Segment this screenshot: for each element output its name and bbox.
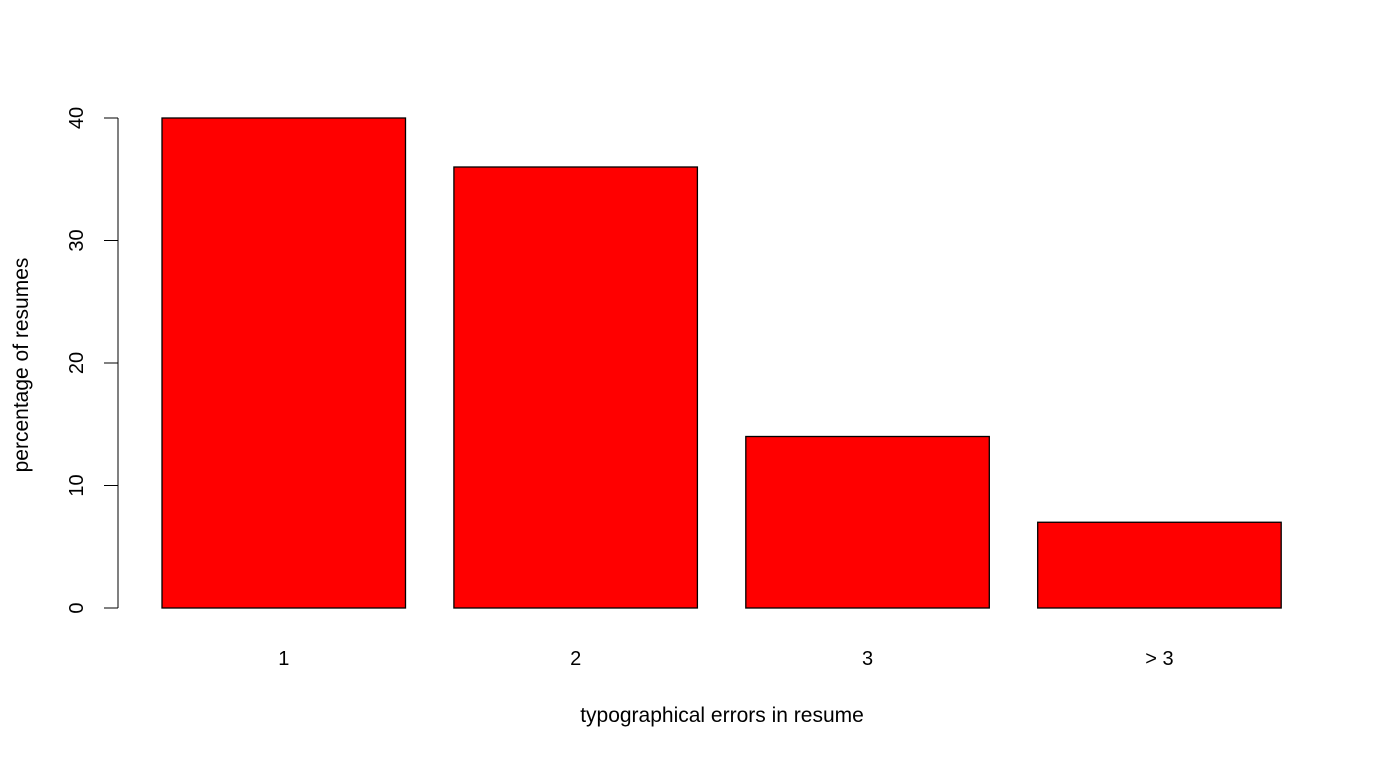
y-tick-label: 30 — [66, 229, 88, 251]
y-tick-label: 10 — [66, 474, 88, 496]
bar-1 — [161, 117, 407, 609]
y-axis-title: percentage of resumes — [10, 258, 33, 473]
bar-3 — [745, 435, 990, 609]
bar-4 — [1037, 521, 1282, 609]
x-tick-label: 1 — [278, 648, 289, 670]
x-tick-label: 3 — [862, 648, 873, 670]
y-tick-label: 40 — [66, 107, 88, 129]
y-tick-label: 20 — [66, 352, 88, 374]
y-axis: 0 10 20 30 40 — [66, 107, 119, 614]
x-axis-title: typographical errors in resume — [580, 704, 864, 727]
x-tick-label: > 3 — [1145, 648, 1173, 670]
y-tick-label: 0 — [66, 602, 88, 613]
bar-2 — [453, 166, 699, 609]
bars — [161, 117, 1282, 609]
x-tick-labels: 1 2 3 > 3 — [278, 648, 1173, 670]
x-tick-label: 2 — [570, 648, 581, 670]
